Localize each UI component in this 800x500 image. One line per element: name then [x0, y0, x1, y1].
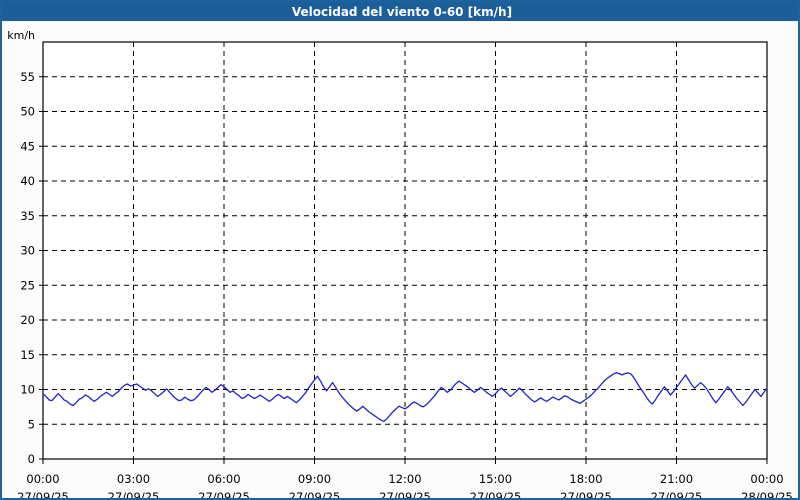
y-axis-unit-label: km/h [7, 29, 35, 42]
x-axis-time-label: 12:00 [388, 472, 421, 486]
y-axis-tick-label: 20 [20, 313, 35, 327]
x-axis-date-label: 27/09/25 [198, 490, 250, 500]
y-axis-tick-label: 15 [20, 348, 35, 362]
window-title-bar: Velocidad del viento 0-60 [km/h] [2, 2, 798, 21]
y-axis-tick-label: 55 [20, 70, 35, 84]
x-axis-date-label: 27/09/25 [108, 490, 160, 500]
x-axis-date-label: 27/09/25 [289, 490, 341, 500]
x-axis-date-label: 27/09/25 [470, 490, 522, 500]
y-axis-tick-label: 25 [20, 278, 35, 292]
x-axis-time-label: 06:00 [207, 472, 240, 486]
x-axis-date-label: 27/09/25 [651, 490, 703, 500]
series-line-velocidad-del-viento [42, 372, 768, 423]
x-axis-time-label: 18:00 [569, 472, 602, 486]
x-axis-date-label: 28/09/25 [741, 490, 793, 500]
y-axis-tick-label: 40 [20, 174, 35, 188]
x-axis-time-label: 00:00 [26, 472, 59, 486]
x-axis-time-label: 15:00 [479, 472, 512, 486]
chart-canvas: 0 5 10 15 20 25 30 35 40 45 50 55 km/h 00:00 27/09/25 0… [2, 21, 798, 500]
y-axis-tick-label: 0 [28, 452, 35, 466]
x-axis-date-label: 27/09/25 [17, 490, 69, 500]
y-axis-tick-label: 10 [20, 383, 35, 397]
x-axis-time-label: 00:00 [750, 472, 783, 486]
y-axis-tick-label: 30 [20, 244, 35, 258]
x-axis-time-label: 21:00 [660, 472, 693, 486]
x-axis-time-label: 03:00 [117, 472, 150, 486]
y-axis-tick-label: 50 [20, 105, 35, 119]
window-title: Velocidad del viento 0-60 [km/h] [291, 4, 513, 19]
wind-speed-line-chart: 0 5 10 15 20 25 30 35 40 45 50 55 km/h 00:00 27/09/25 0… [7, 29, 793, 500]
x-axis-time-label: 09:00 [298, 472, 331, 486]
y-axis-tick-label: 45 [20, 139, 35, 153]
x-axis-date-label: 27/09/25 [560, 490, 612, 500]
y-axis-tick-label: 5 [28, 417, 35, 431]
x-axis-date-label: 27/09/25 [379, 490, 431, 500]
y-axis-tick-label: 35 [20, 209, 35, 223]
